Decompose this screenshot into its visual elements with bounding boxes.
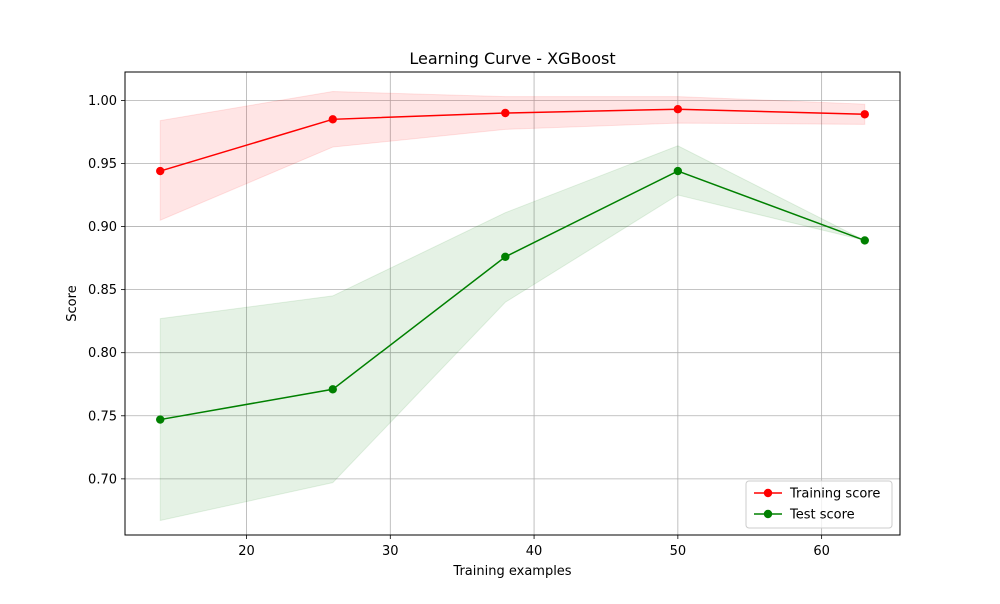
test-score-point xyxy=(860,236,869,245)
x-axis-label: Training examples xyxy=(452,564,571,579)
legend-box xyxy=(745,480,893,529)
test-score-point xyxy=(328,385,337,394)
y-tick-label: 0.70 xyxy=(88,472,117,487)
legend-entries: Training score Test score xyxy=(754,487,880,523)
test-score-band xyxy=(159,145,865,522)
y-tick-label: 0.85 xyxy=(88,283,117,298)
grid xyxy=(125,72,900,535)
legend: Training score Test score xyxy=(745,480,893,529)
y-tick-label: 0.80 xyxy=(88,346,117,361)
y-tick-label: 0.75 xyxy=(88,409,117,424)
y-tick-label: 1.00 xyxy=(88,94,117,109)
training-score-point xyxy=(156,166,165,176)
x-tick-label: 20 xyxy=(238,544,255,559)
y-tick-label: 0.90 xyxy=(88,220,117,235)
training-score-band xyxy=(159,91,866,221)
series-markers xyxy=(156,105,869,424)
training-score-point xyxy=(501,108,510,118)
y-axis-label: Score xyxy=(65,285,80,321)
chart-title: Learning Curve - XGBoost xyxy=(409,49,615,68)
test-score-legend-marker xyxy=(763,509,773,519)
y-axis-ticks: 0.70 0.75 0.80 0.85 0.90 0.95 1.00 xyxy=(88,94,125,487)
training-score-legend-label: Training score xyxy=(789,487,880,502)
test-score-point xyxy=(673,166,683,176)
test-score-point xyxy=(156,415,165,424)
confidence-bands xyxy=(159,91,866,522)
axes-frame xyxy=(124,71,901,536)
test-score-point xyxy=(501,252,510,262)
training-score-legend-marker xyxy=(763,488,773,498)
test-score-legend-label: Test score xyxy=(789,508,855,523)
x-tick-label: 50 xyxy=(670,544,687,559)
y-tick-label: 0.95 xyxy=(88,157,117,172)
training-score-point xyxy=(860,110,869,119)
training-score-point xyxy=(673,105,683,114)
x-tick-label: 40 xyxy=(526,544,543,559)
x-tick-label: 60 xyxy=(813,544,830,559)
training-score-point xyxy=(328,115,337,124)
x-axis-ticks: 20 30 40 50 60 xyxy=(238,535,830,559)
x-tick-label: 30 xyxy=(382,544,399,559)
